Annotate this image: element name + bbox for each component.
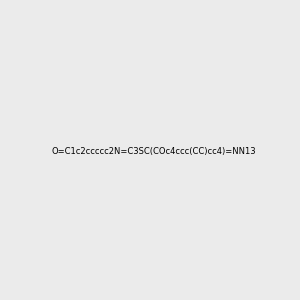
Text: O=C1c2ccccc2N=C3SC(COc4ccc(CC)cc4)=NN13: O=C1c2ccccc2N=C3SC(COc4ccc(CC)cc4)=NN13 [51, 147, 256, 156]
